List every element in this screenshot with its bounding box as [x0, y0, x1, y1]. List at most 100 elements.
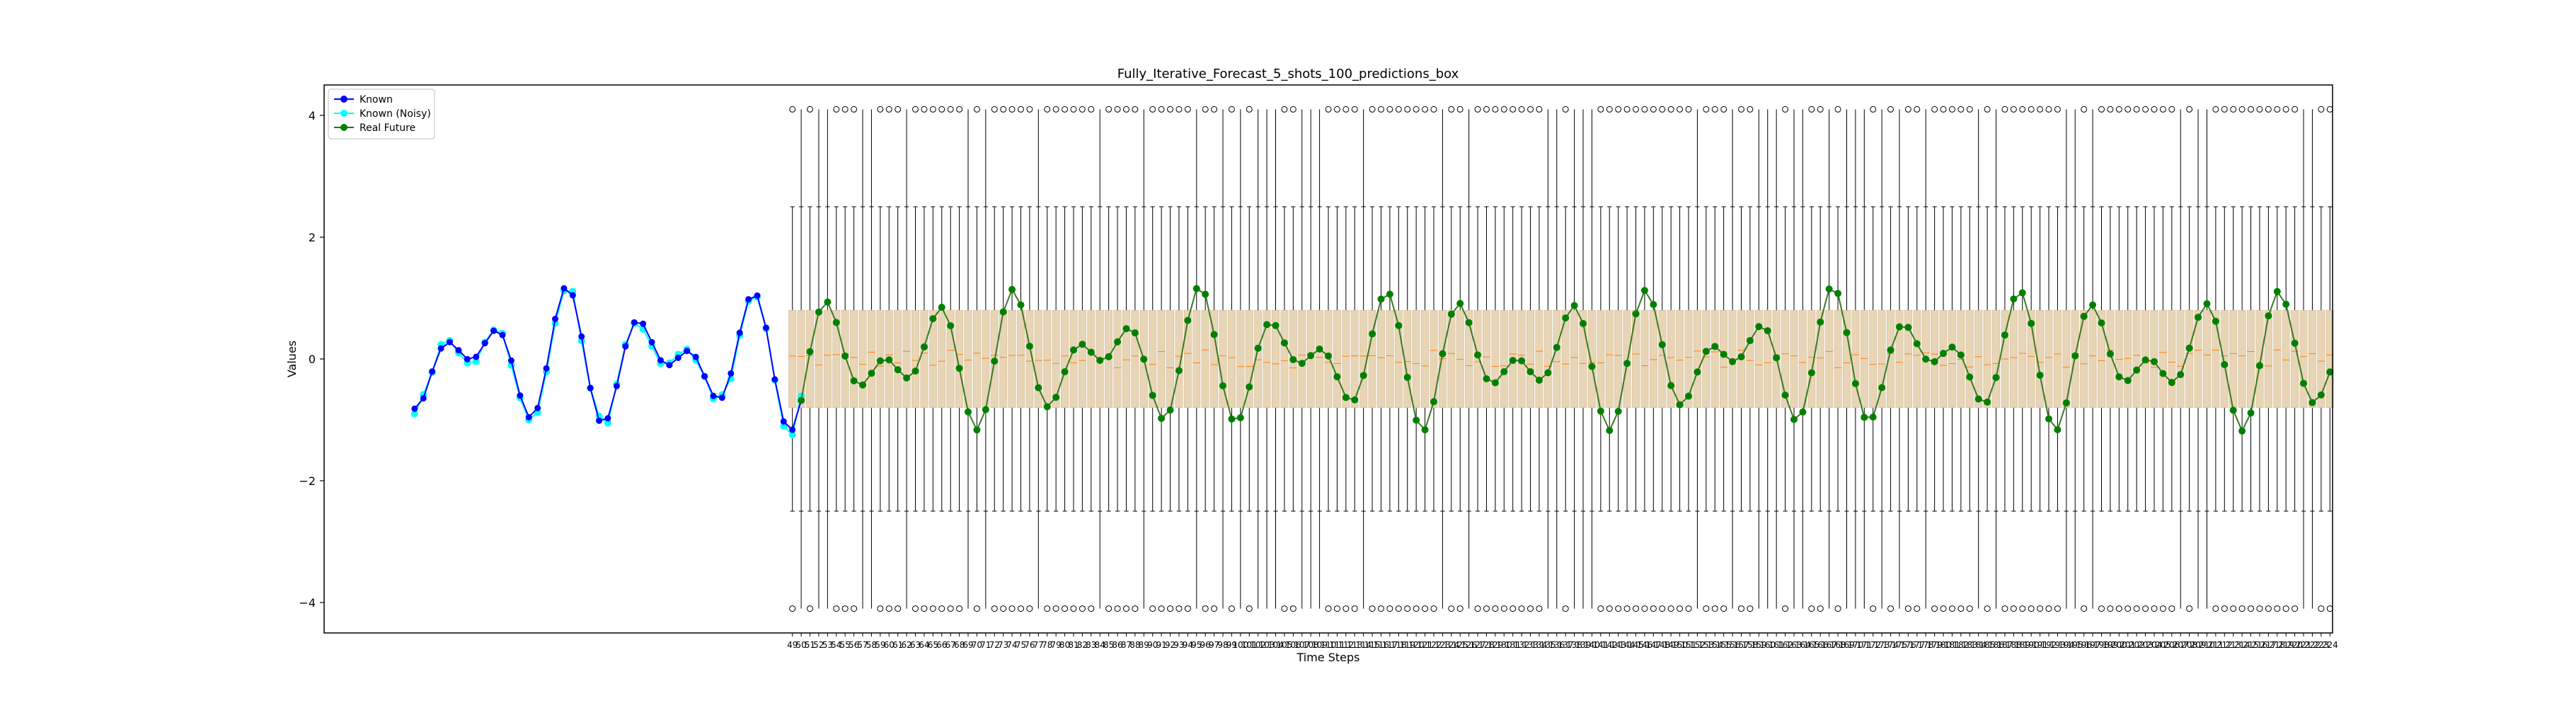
boxplot — [1570, 109, 1579, 609]
x-tick-label: 77 — [1033, 640, 1044, 650]
real-future-point — [1316, 346, 1323, 353]
real-future-point — [2203, 300, 2211, 308]
real-future-point — [1878, 384, 1886, 392]
known-point — [622, 343, 629, 350]
boxplot-flier-low — [2292, 605, 2299, 612]
x-tick-label: 61 — [892, 640, 903, 650]
x-tick-label: 58 — [866, 640, 877, 650]
boxplot-flier-high — [1448, 105, 1455, 113]
known-point — [631, 319, 638, 326]
boxplot — [1553, 109, 1561, 609]
boxplot-box — [1333, 309, 1341, 409]
boxplot-flier-high — [2186, 105, 2193, 113]
x-tick-label: 78 — [1042, 640, 1052, 650]
boxplot-box — [1483, 309, 1490, 409]
boxplot-flier-high — [1062, 105, 1069, 113]
boxplot-flier-high — [1026, 105, 1033, 113]
boxplot-box — [1069, 309, 1078, 409]
known-noisy-point — [788, 431, 796, 439]
x-tick-label: 138 — [1566, 640, 1582, 650]
boxplot-flier-high — [938, 105, 945, 113]
boxplot-flier-high — [1562, 105, 1569, 113]
x-tick-label: 210 — [2199, 640, 2215, 650]
boxplot — [1816, 105, 1824, 612]
boxplot-flier-low — [1887, 605, 1894, 612]
boxplot — [1878, 109, 1886, 609]
boxplot-flier-high — [2248, 105, 2255, 113]
boxplot-flier-high — [1870, 105, 1877, 113]
x-tick-label: 62 — [901, 640, 912, 650]
boxplot — [2115, 105, 2123, 612]
x-tick-label: 204 — [2146, 640, 2163, 650]
boxplot-flier-high — [895, 105, 902, 113]
boxplot — [1667, 105, 1675, 612]
real-future-point — [2247, 409, 2255, 417]
x-tick-label: 172 — [1865, 640, 1881, 650]
real-future-point — [2177, 371, 2185, 379]
real-future-point — [1430, 398, 1437, 406]
x-tick-label: 66 — [936, 640, 947, 650]
boxplot — [1078, 105, 1086, 612]
boxplot — [2132, 105, 2141, 612]
real-future-point — [2141, 356, 2149, 364]
real-future-point — [2238, 427, 2246, 435]
boxplot-box — [894, 309, 902, 409]
x-tick-label: 83 — [1086, 640, 1096, 650]
boxplot — [1219, 109, 1227, 609]
x-tick-label: 185 — [1979, 640, 1996, 650]
x-tick-label: 167 — [1821, 640, 1837, 650]
boxplot — [1720, 105, 1728, 612]
boxplot-box — [946, 309, 955, 409]
y-tick-label: 2 — [309, 231, 316, 244]
x-tick-label: 158 — [1742, 640, 1758, 650]
boxplot — [1254, 109, 1263, 609]
x-tick-label: 97 — [1209, 640, 1219, 650]
real-future-point — [1526, 367, 1534, 375]
boxplot-flier-low — [1079, 605, 1086, 612]
boxplot-flier-low — [833, 605, 840, 612]
boxplot-box — [1149, 309, 1157, 409]
boxplot-flier-high — [1966, 105, 1973, 113]
real-future-point — [2106, 350, 2114, 358]
boxplot — [1122, 105, 1130, 612]
boxplot-box — [1983, 309, 1991, 409]
boxplot-flier-high — [1659, 105, 1666, 113]
x-tick-label: 140 — [1584, 640, 1600, 650]
known-point — [674, 354, 682, 361]
x-tick-label: 174 — [1882, 640, 1899, 650]
x-tick-label: 219 — [2278, 640, 2294, 650]
known-point — [499, 331, 506, 338]
boxplot-flier-high — [2292, 105, 2299, 113]
boxplot-flier-low — [2221, 605, 2228, 612]
x-tick-label: 93 — [1173, 640, 1184, 650]
boxplot-box — [2255, 309, 2264, 409]
boxplot-box — [2115, 309, 2123, 409]
boxplot-box — [1272, 309, 1280, 409]
x-tick-label: 82 — [1077, 640, 1088, 650]
boxplot-box — [2185, 309, 2194, 409]
boxplot-box — [1720, 309, 1728, 409]
real-future-point — [2317, 391, 2325, 399]
boxplot — [1710, 105, 1719, 612]
boxplot — [1834, 105, 1842, 612]
boxplot-flier-high — [1782, 105, 1789, 113]
boxplot-flier-high — [1158, 105, 1165, 113]
real-future-point — [1236, 414, 1244, 422]
boxplot-flier-high — [1289, 105, 1296, 113]
boxplot — [1887, 105, 1895, 612]
known-point — [684, 348, 691, 355]
real-future-point — [2115, 373, 2123, 381]
boxplot-box — [1535, 309, 1543, 409]
boxplot — [1043, 105, 1052, 612]
boxplot — [2106, 105, 2115, 612]
boxplot — [928, 105, 937, 612]
known-point — [587, 384, 594, 392]
x-tick-label: 119 — [1399, 640, 1415, 650]
real-future-point — [2282, 300, 2290, 308]
x-tick-label: 72 — [989, 640, 1000, 650]
y-axis-ticks: −4 −2 0 2 4 — [299, 109, 324, 610]
x-tick-label: 112 — [1338, 640, 1354, 650]
boxplot-flier-high — [2256, 105, 2263, 113]
boxplot-flier-low — [1052, 605, 1059, 612]
